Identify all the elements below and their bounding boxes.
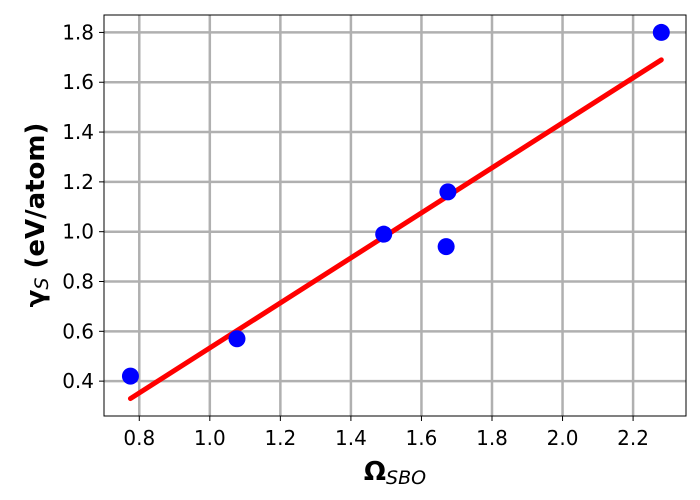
- data-point: [228, 330, 246, 348]
- y-tick-label: 1.8: [62, 20, 94, 44]
- data-point: [652, 23, 670, 41]
- y-tick-label: 1.2: [62, 170, 94, 194]
- y-tick-labels: 0.4 0.6 0.8 1.0 1.2 1.4 1.6 1.8: [62, 20, 94, 393]
- y-tick-label: 1.4: [62, 120, 94, 144]
- x-tick-label: 2.0: [547, 426, 579, 450]
- x-tick-label: 0.8: [123, 426, 155, 450]
- x-tick-label: 1.0: [194, 426, 226, 450]
- data-point: [121, 367, 139, 385]
- y-tick-label: 0.4: [62, 369, 94, 393]
- x-axis-label: ΩSBO: [364, 457, 426, 489]
- y-tick-label: 0.8: [62, 270, 94, 294]
- tick-marks: [99, 31, 634, 421]
- data-point: [437, 238, 455, 256]
- plot-area: [121, 23, 670, 402]
- x-tick-label: 2.2: [617, 426, 649, 450]
- y-tick-label: 0.6: [62, 319, 94, 343]
- x-tick-label: 1.6: [406, 426, 438, 450]
- grid-lines: [104, 15, 686, 416]
- fit-line: [127, 57, 664, 402]
- y-axis-label-unit: (eV/atom): [21, 123, 51, 278]
- x-axis-label-subscript: SBO: [386, 467, 426, 489]
- data-point: [439, 183, 457, 201]
- y-axis-label-subscript: S: [31, 278, 53, 290]
- y-tick-label: 1.6: [62, 70, 94, 94]
- y-axis-label: γS (eV/atom): [21, 123, 53, 308]
- axes-frame: [103, 14, 687, 417]
- x-axis-label-main: Ω: [364, 457, 386, 487]
- x-tick-label: 1.8: [476, 426, 508, 450]
- x-tick-label: 1.2: [264, 426, 296, 450]
- y-axis-label-main: γ: [21, 289, 51, 307]
- y-tick-label: 1.0: [62, 220, 94, 244]
- x-tick-labels: 0.8 1.0 1.2 1.4 1.6 1.8 2.0 2.2: [123, 426, 649, 450]
- x-tick-label: 1.4: [335, 426, 367, 450]
- data-point: [375, 225, 393, 243]
